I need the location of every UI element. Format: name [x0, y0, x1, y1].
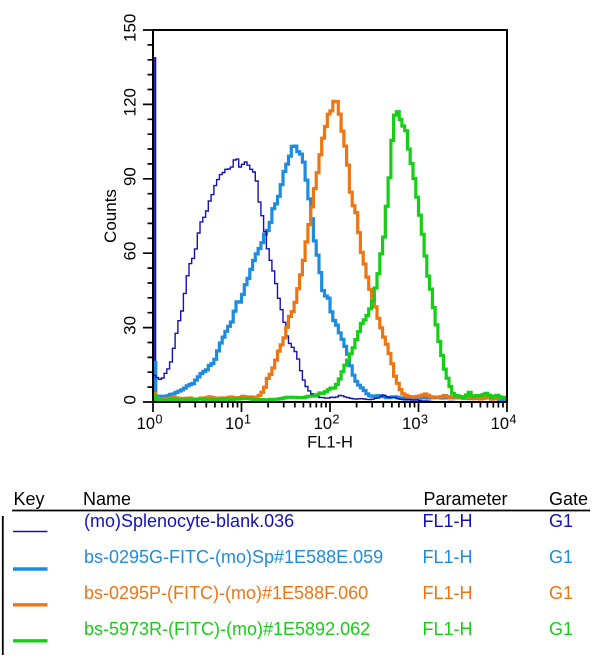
svg-text:4: 4: [510, 413, 517, 427]
svg-text:bs-0295G-FITC-(mo)Sp#1E588E.05: bs-0295G-FITC-(mo)Sp#1E588E.059: [84, 547, 383, 567]
svg-text:30: 30: [121, 316, 140, 335]
svg-text:10: 10: [314, 415, 332, 433]
svg-text:Gate: Gate: [549, 489, 588, 509]
svg-text:120: 120: [121, 88, 140, 116]
svg-text:bs-5973R-(FITC)-(mo)#1E5892.06: bs-5973R-(FITC)-(mo)#1E5892.062: [84, 619, 370, 639]
svg-text:0: 0: [121, 395, 140, 404]
svg-text:FL1-H: FL1-H: [423, 619, 473, 639]
svg-text:Counts: Counts: [101, 189, 120, 243]
svg-text:Name: Name: [83, 489, 131, 509]
svg-text:1: 1: [244, 413, 251, 427]
svg-text:10: 10: [225, 415, 243, 433]
svg-text:10: 10: [402, 415, 420, 433]
svg-text:FL1-H: FL1-H: [423, 511, 473, 531]
svg-text:10: 10: [491, 415, 509, 433]
svg-text:G1: G1: [549, 583, 573, 603]
svg-text:150: 150: [121, 14, 140, 42]
svg-text:FL1-H: FL1-H: [423, 547, 473, 567]
svg-text:G1: G1: [549, 547, 573, 567]
svg-text:0: 0: [156, 413, 163, 427]
svg-text:60: 60: [121, 242, 140, 261]
svg-text:Parameter: Parameter: [424, 489, 508, 509]
svg-text:10: 10: [137, 415, 155, 433]
svg-text:3: 3: [421, 413, 428, 427]
svg-text:2: 2: [333, 413, 340, 427]
svg-text:bs-0295P-(FITC)-(mo)#1E588F.06: bs-0295P-(FITC)-(mo)#1E588F.060: [84, 583, 368, 603]
svg-text:Key: Key: [14, 489, 45, 509]
svg-text:90: 90: [121, 167, 140, 186]
svg-text:FL1-H: FL1-H: [307, 434, 353, 452]
svg-text:G1: G1: [549, 619, 573, 639]
svg-text:G1: G1: [549, 511, 573, 531]
svg-text:FL1-H: FL1-H: [423, 583, 473, 603]
svg-text:(mo)Splenocyte-blank.036: (mo)Splenocyte-blank.036: [84, 511, 294, 531]
